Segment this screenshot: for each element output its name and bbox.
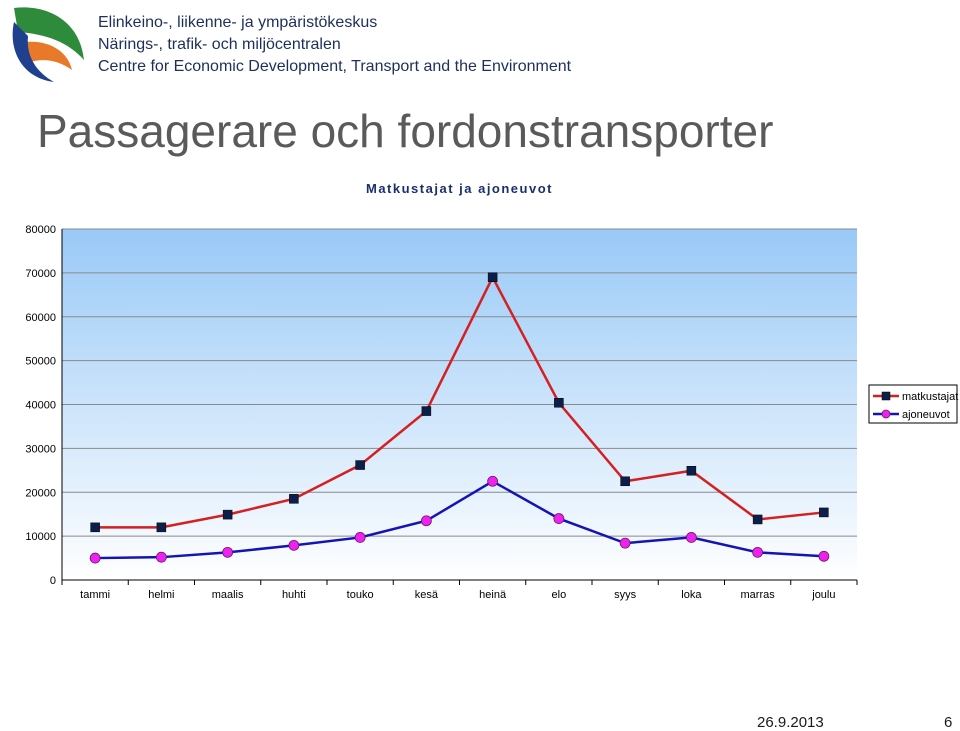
- data-point-matkustajat: [752, 514, 763, 525]
- x-tick-label: joulu: [811, 589, 835, 601]
- data-point-ajoneuvot: [288, 539, 300, 551]
- data-point-ajoneuvot: [553, 513, 565, 524]
- x-tick-label: huhti: [282, 589, 306, 601]
- y-tick-label: 80000: [25, 224, 56, 236]
- data-point-matkustajat: [620, 476, 630, 487]
- x-tick-label: touko: [347, 589, 374, 601]
- data-point-matkustajat: [90, 522, 100, 533]
- logo-green-leaf: [14, 7, 84, 60]
- y-tick-label: 60000: [25, 312, 56, 324]
- data-point-matkustajat: [156, 522, 167, 533]
- data-point-ajoneuvot: [487, 475, 499, 487]
- logo-blue-leaf: [12, 22, 54, 82]
- data-point-ajoneuvot: [89, 552, 101, 564]
- x-tick-label: helmi: [148, 589, 174, 601]
- page-number: 6: [944, 714, 953, 731]
- x-tick-label: heinä: [479, 589, 507, 601]
- y-tick-label: 20000: [25, 487, 56, 499]
- data-point-matkustajat: [289, 494, 299, 504]
- data-point-ajoneuvot: [222, 546, 234, 558]
- data-point-matkustajat: [487, 272, 498, 283]
- y-tick-label: 70000: [25, 268, 56, 280]
- x-tick-label: kesä: [415, 589, 439, 601]
- data-point-matkustajat: [421, 406, 432, 416]
- data-point-matkustajat: [554, 397, 564, 408]
- data-point-ajoneuvot: [619, 537, 631, 549]
- x-tick-label: maalis: [212, 589, 244, 601]
- data-point-ajoneuvot: [354, 532, 366, 543]
- legend-label-ajoneuvot: ajoneuvot: [902, 409, 950, 421]
- x-tick-label: marras: [741, 589, 776, 601]
- y-tick-label: 50000: [25, 356, 56, 368]
- x-tick-label: tammi: [80, 589, 110, 601]
- data-point-matkustajat: [819, 507, 829, 518]
- org-name-swedish: Närings-, trafik- och miljöcentralen: [98, 36, 341, 53]
- series-line-ajoneuvot: [95, 479, 824, 560]
- x-tick-label: loka: [681, 589, 702, 601]
- ely-logo: [12, 7, 84, 82]
- data-point-ajoneuvot: [752, 546, 764, 558]
- data-point-matkustajat: [686, 466, 697, 476]
- y-tick-label: 10000: [25, 531, 56, 543]
- data-point-matkustajat: [222, 509, 233, 520]
- footer-date: 26.9.2013: [757, 714, 824, 731]
- data-point-ajoneuvot: [818, 550, 830, 562]
- slide-title: Passagerare och fordonstransporter: [37, 105, 774, 157]
- chart-title: Matkustajat ja ajoneuvot: [366, 181, 553, 196]
- data-point-matkustajat: [355, 460, 365, 470]
- org-name-finnish: Elinkeino-, liikenne- ja ympäristökeskus: [98, 14, 378, 31]
- y-tick-label: 0: [50, 575, 56, 587]
- legend-marker-ajoneuvot: [881, 409, 891, 419]
- data-point-ajoneuvot: [155, 551, 167, 563]
- data-point-ajoneuvot: [420, 515, 432, 527]
- x-tick-label: elo: [552, 589, 567, 601]
- org-name-english: Centre for Economic Development, Transpo…: [98, 58, 572, 75]
- legend-marker-matkustajat: [881, 391, 891, 401]
- logo-orange-leaf: [26, 41, 72, 70]
- y-tick-label: 40000: [25, 400, 56, 412]
- series-line-matkustajat: [95, 274, 825, 529]
- x-tick-label: syys: [614, 589, 637, 601]
- data-point-ajoneuvot: [685, 532, 697, 543]
- legend-label-matkustajat: matkustajat: [902, 391, 958, 403]
- y-tick-label: 30000: [25, 443, 56, 455]
